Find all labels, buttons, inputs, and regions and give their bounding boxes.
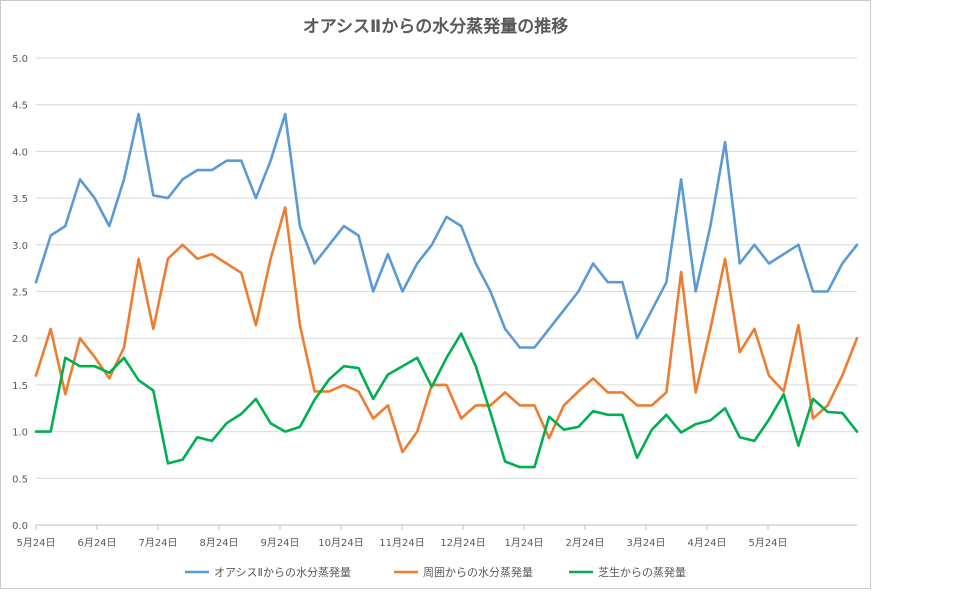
y-axis-ticks: 0.0 0.5 1.0 1.5 2.0 2.5 3.0 3.5 4.0 4.5 5.0 bbox=[12, 54, 28, 532]
y-tick-label: 0.5 bbox=[12, 474, 28, 485]
y-tick-label: 1.5 bbox=[12, 381, 28, 392]
x-tick-label: 10月24日 bbox=[318, 537, 363, 549]
series-line-0 bbox=[34, 112, 859, 349]
y-tick-label: 2.5 bbox=[12, 288, 28, 299]
y-tick-label: 4.0 bbox=[12, 147, 28, 158]
x-tick-label: 5月24日 bbox=[748, 537, 787, 549]
legend-label: オアシスⅡからの水分蒸発量 bbox=[214, 565, 351, 579]
x-tick-label: 5月24日 bbox=[16, 537, 55, 549]
y-tick-label: 3.0 bbox=[12, 241, 28, 252]
y-tick-label: 4.5 bbox=[12, 101, 28, 112]
legend-label: 芝生からの蒸発量 bbox=[598, 565, 686, 579]
x-tick-label: 7月24日 bbox=[138, 537, 177, 549]
legend-label: 周囲からの水分蒸発量 bbox=[423, 565, 533, 579]
y-tick-label: 1.0 bbox=[12, 428, 28, 439]
chart-title: オアシスⅡからの水分蒸発量の推移 bbox=[302, 17, 569, 37]
legend: オアシスⅡからの水分蒸発量 周囲からの水分蒸発量 芝生からの蒸発量 bbox=[185, 565, 686, 579]
x-tick-label: 4月24日 bbox=[687, 537, 726, 549]
x-tick-label: 8月24日 bbox=[199, 537, 238, 549]
y-tick-label: 5.0 bbox=[12, 54, 28, 65]
x-tick-label: 9月24日 bbox=[260, 537, 299, 549]
y-tick-label: 0.0 bbox=[12, 521, 28, 532]
x-tick-label: 12月24日 bbox=[440, 537, 485, 549]
series-line-1 bbox=[34, 206, 859, 454]
y-tick-label: 3.5 bbox=[12, 194, 28, 205]
y-tick-label: 2.0 bbox=[12, 334, 28, 345]
series-line-2 bbox=[34, 332, 859, 469]
x-tick-label: 6月24日 bbox=[77, 537, 116, 549]
x-tick-label: 11月24日 bbox=[379, 537, 424, 549]
x-axis-ticks: 5月24日 6月24日 7月24日 8月24日 9月24日 10月24日 11月24日 12月… bbox=[16, 525, 788, 549]
x-tick-label: 1月24日 bbox=[504, 537, 543, 549]
series-lines bbox=[34, 112, 859, 469]
x-tick-label: 2月24日 bbox=[565, 537, 604, 549]
x-tick-label: 3月24日 bbox=[626, 537, 665, 549]
gridlines bbox=[36, 57, 857, 526]
